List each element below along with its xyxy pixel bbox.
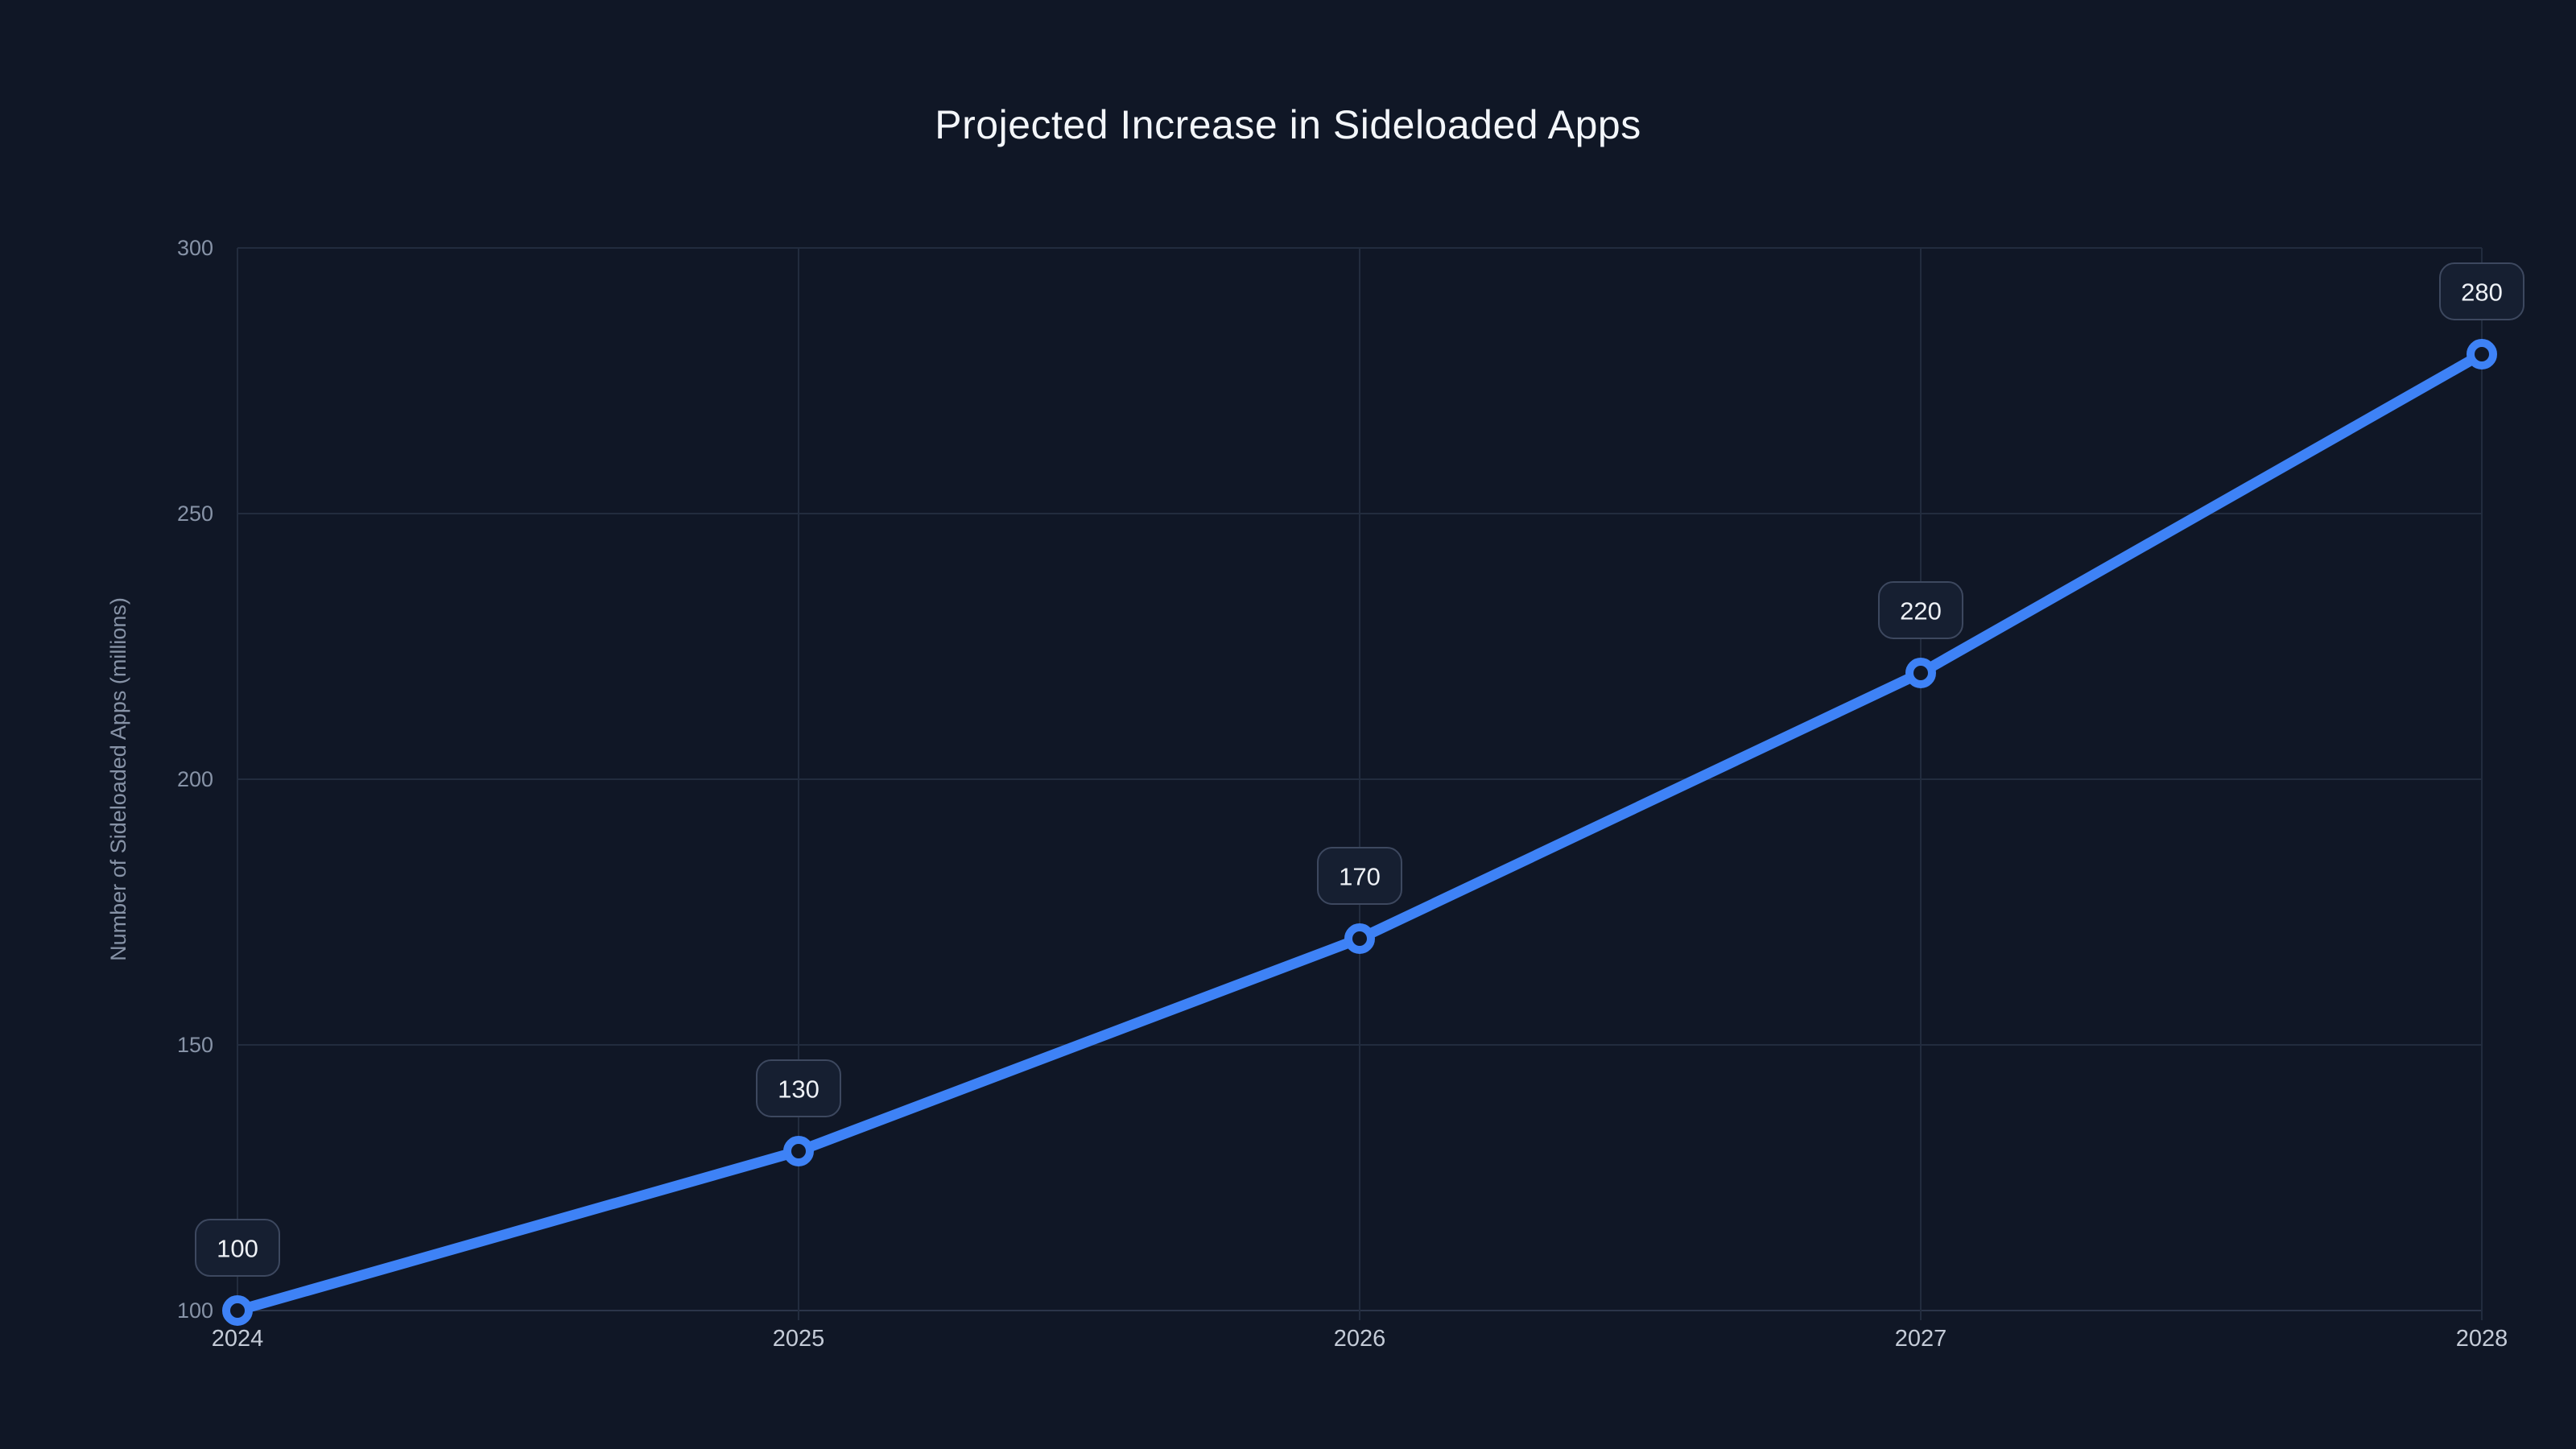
y-tick-label: 150 [177, 1033, 213, 1057]
data-label-value: 100 [217, 1235, 258, 1263]
data-label-value: 280 [2461, 279, 2503, 307]
data-label-box [2439, 262, 2524, 320]
data-point-marker [2467, 339, 2497, 369]
data-point-marker [1344, 923, 1375, 954]
chart-title: Projected Increase in Sideloaded Apps [935, 102, 1641, 147]
x-tick-label: 2027 [1895, 1326, 1947, 1352]
x-tick-label: 2028 [2456, 1326, 2508, 1352]
data-label-value: 220 [1900, 597, 1942, 625]
y-tick-label: 250 [177, 502, 213, 526]
data-label-box [1317, 847, 1402, 905]
data-label-box [756, 1059, 841, 1117]
x-tick-label: 2026 [1334, 1326, 1386, 1352]
data-point-marker [783, 1136, 814, 1166]
data-label-value: 170 [1339, 863, 1381, 891]
x-tick-label: 2025 [773, 1326, 825, 1352]
data-point-marker [1905, 658, 1936, 688]
x-tick-label: 2024 [212, 1326, 264, 1352]
data-point-marker [222, 1295, 253, 1326]
y-tick-label: 100 [177, 1298, 213, 1323]
data-label-box [195, 1219, 280, 1277]
y-tick-label: 200 [177, 767, 213, 791]
y-axis-title: Number of Sideloaded Apps (millions) [106, 597, 130, 961]
data-label-box [1878, 581, 1963, 639]
data-label-value: 130 [778, 1075, 819, 1104]
y-tick-label: 300 [177, 236, 213, 260]
